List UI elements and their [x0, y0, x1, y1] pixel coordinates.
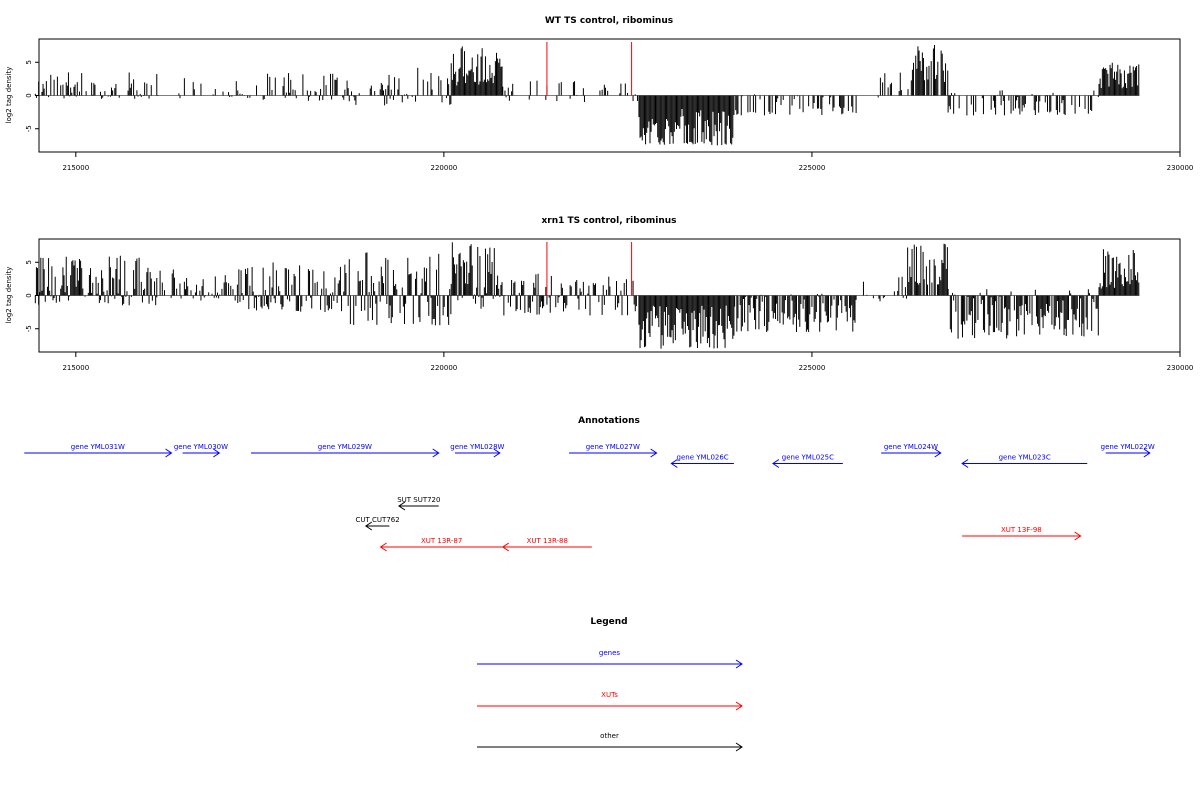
- feature-arrowhead: [493, 448, 501, 458]
- feature-arrowhead: [772, 459, 780, 468]
- annotation-feature: gene YML025C: [772, 454, 843, 468]
- panel-xrn1-axes: 215000 220000 225000 230000 -5 0 5: [25, 260, 1193, 372]
- feature-label: gene YML028W: [450, 443, 504, 451]
- feature-label: gene YML030W: [174, 443, 228, 451]
- y-tick-label: -5: [25, 325, 33, 332]
- annotation-feature: gene YML028W: [450, 443, 505, 458]
- annotation-feature: gene YML022W: [1101, 443, 1155, 458]
- annotation-feature: gene YML026C: [670, 454, 734, 468]
- feature-label: gene YML027W: [586, 443, 640, 451]
- y-tick-label: 5: [25, 60, 33, 64]
- annotation-feature: XUT 13R-88: [501, 537, 592, 552]
- feature-label: gene YML029W: [318, 443, 372, 451]
- annotation-feature: gene YML023C: [961, 454, 1088, 468]
- feature-arrowhead: [1143, 448, 1151, 458]
- x-tick-label: 230000: [1167, 364, 1194, 372]
- feature-arrowhead: [650, 448, 658, 458]
- panel-wt-ylabel: log2 tag density: [5, 67, 13, 124]
- panel-wt-marks: [34, 42, 1140, 146]
- y-tick-label: 0: [25, 293, 33, 297]
- legend-item-xuts: XUTs: [477, 691, 743, 711]
- legend-label: genes: [599, 649, 620, 657]
- x-tick-label: 225000: [799, 164, 826, 172]
- feature-arrowhead: [670, 459, 678, 468]
- panel-xrn1-marks: [34, 242, 1140, 349]
- feature-label: gene YML026C: [677, 454, 729, 462]
- panel-wt-title: WT TS control, ribominus: [545, 16, 673, 26]
- feature-arrowhead: [398, 501, 406, 511]
- annotation-feature: gene YML030W: [174, 443, 228, 458]
- legend: Legend genes XUTs other: [477, 617, 743, 752]
- annotation-feature: gene YML031W: [24, 443, 173, 458]
- panel-xrn1-ylabel: log2 tag density: [5, 267, 13, 324]
- annotation-feature: CUT CUT762: [356, 516, 400, 531]
- annotation-feature: SUT SUT720: [397, 496, 440, 511]
- panel-xrn1: xrn1 TS control, ribominus log2 tag dens…: [5, 216, 1193, 372]
- feature-label: XUT 13R-88: [527, 537, 568, 545]
- feature-arrowhead: [934, 448, 942, 458]
- legend-arrowhead: [735, 742, 743, 752]
- x-tick-label: 215000: [62, 164, 89, 172]
- legend-arrowhead: [735, 659, 743, 669]
- feature-arrowhead: [213, 448, 221, 458]
- x-tick-label: 230000: [1167, 164, 1194, 172]
- annotation-feature: XUT 13R-87: [379, 537, 503, 552]
- x-tick-label: 215000: [62, 364, 89, 372]
- feature-arrowhead: [1074, 531, 1082, 541]
- feature-arrowhead: [432, 448, 440, 458]
- feature-arrowhead: [364, 521, 373, 531]
- panel-wt-axes: 215000 220000 225000 230000 -5 0 5: [25, 60, 1193, 172]
- x-tick-label: 225000: [799, 364, 826, 372]
- annotation-feature: gene YML027W: [569, 443, 658, 458]
- annotation-features: gene YML031W gene YML030W gene YML029W gene…: [24, 443, 1155, 552]
- feature-arrowhead: [961, 459, 969, 468]
- feature-arrowhead: [165, 448, 173, 458]
- annotations-panel: Annotations gene YML031W gene YML030W gene…: [24, 416, 1155, 552]
- y-tick-label: -5: [25, 125, 33, 132]
- legend-item-genes: genes: [477, 649, 743, 669]
- legend-arrowhead: [735, 701, 743, 711]
- panel-xrn1-title: xrn1 TS control, ribominus: [541, 216, 676, 226]
- panel-wt: WT TS control, ribominus log2 tag densit…: [5, 16, 1193, 172]
- legend-items: genes XUTs other: [477, 649, 743, 752]
- feature-arrowhead: [501, 542, 510, 552]
- y-tick-label: 0: [25, 93, 33, 97]
- feature-label: SUT SUT720: [397, 496, 440, 504]
- feature-label: XUT 13R-87: [421, 537, 462, 545]
- x-tick-label: 220000: [431, 164, 458, 172]
- feature-label: gene YML022W: [1101, 443, 1155, 451]
- annotation-feature: XUT 13F-98: [962, 526, 1082, 541]
- feature-label: CUT CUT762: [356, 516, 400, 524]
- feature-label: XUT 13F-98: [1001, 526, 1042, 534]
- y-tick-label: 5: [25, 260, 33, 264]
- legend-label: other: [600, 732, 619, 740]
- legend-label: XUTs: [601, 691, 618, 699]
- feature-label: gene YML024W: [884, 443, 938, 451]
- feature-label: gene YML023C: [999, 454, 1051, 462]
- feature-label: gene YML025C: [782, 454, 834, 462]
- legend-item-other: other: [477, 732, 743, 752]
- feature-arrowhead: [379, 542, 387, 552]
- annotations-title: Annotations: [578, 416, 640, 426]
- x-tick-label: 220000: [431, 364, 458, 372]
- feature-label: gene YML031W: [71, 443, 125, 451]
- legend-title: Legend: [590, 617, 627, 627]
- annotation-feature: gene YML029W: [251, 443, 440, 458]
- annotation-feature: gene YML024W: [881, 443, 942, 458]
